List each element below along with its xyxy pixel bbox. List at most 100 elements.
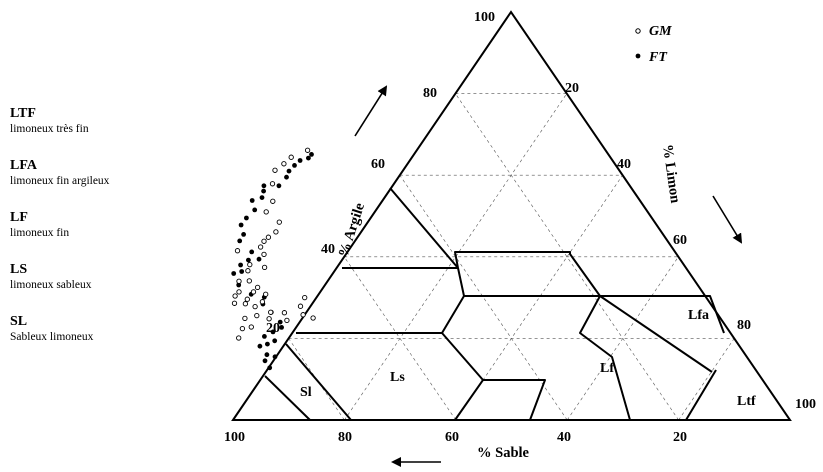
gm-sample-point: [231, 300, 238, 306]
gm-sample-point: [288, 154, 294, 160]
texture-class-legend: LTF limoneux très fin LFA limoneux fin a…: [10, 106, 210, 366]
ft-sample-point: [261, 183, 267, 189]
gm-sample-point: [239, 325, 246, 332]
ft-sample-point: [277, 319, 283, 325]
gm-sample-point: [302, 294, 308, 301]
gm-sample-point: [247, 261, 253, 268]
gm-sample-point: [281, 310, 288, 316]
ft-sample-point: [237, 238, 243, 244]
gm-sample-point: [245, 268, 251, 274]
legend-description: limoneux sableux: [10, 279, 92, 291]
ft-sample-point: [252, 207, 258, 213]
gm-sample-point: [248, 324, 254, 330]
gm-sample-point: [270, 198, 276, 204]
sample-points: [231, 147, 316, 371]
ft-sample-point: [306, 155, 311, 161]
gm-sample-point: [310, 315, 316, 321]
ft-sample-point: [292, 163, 297, 168]
ft-sample-point: [249, 249, 255, 255]
ft-sample-point: [264, 352, 270, 358]
silt-tick-60: 60: [673, 233, 687, 248]
clay-direction-arrow: [354, 85, 388, 137]
ft-sample-point: [297, 158, 303, 163]
zone-labels: Sl Ls Lf Lfa Ltf: [300, 308, 756, 409]
gm-sample-point: [261, 238, 267, 244]
ft-sample-point: [262, 334, 267, 339]
gm-sample-point: [263, 209, 269, 215]
gm-sample-point: [273, 229, 279, 235]
gm-sample-point: [266, 316, 272, 322]
gm-sample-point: [276, 219, 282, 225]
gm-sample-point: [281, 161, 287, 167]
gridline: [678, 338, 735, 421]
ft-sample-point: [272, 354, 278, 360]
sand-tick-20: 20: [673, 430, 687, 445]
ft-sample-point: [265, 341, 270, 347]
ft-sample-point: [279, 325, 284, 330]
zone-label-lfa: Lfa: [688, 308, 709, 323]
boundary: [579, 295, 631, 421]
clay-tick-40: 40: [321, 242, 335, 257]
ft-sample-point: [267, 365, 273, 371]
zone-label-ls: Ls: [390, 370, 405, 385]
gm-sample-point: [269, 181, 276, 187]
legend-description: Sableux limoneux: [10, 331, 94, 343]
silt-direction-arrow: [712, 195, 743, 244]
boundary: [285, 343, 352, 421]
ft-sample-point: [262, 358, 268, 364]
gm-sample-point: [261, 251, 267, 258]
gm-sample-point: [304, 147, 311, 153]
gm-sample-point: [284, 317, 290, 324]
gm-sample-point: [254, 284, 261, 291]
boundary: [685, 369, 717, 421]
legend-description: limoneux très fin: [10, 123, 89, 135]
zone-label-ltf: Ltf: [737, 394, 756, 409]
ft-sample-point: [272, 338, 278, 344]
sand-tick-60: 60: [445, 430, 459, 445]
legend-code: LTF: [10, 106, 36, 121]
legend-item-sl: SL Sableux limoneux: [10, 314, 210, 366]
silt-tick-80: 80: [737, 318, 751, 333]
clay-tick-80: 80: [423, 86, 437, 101]
boundary: [389, 187, 601, 297]
gm-sample-point: [244, 296, 250, 302]
gridlines: [288, 93, 735, 421]
gm-sample-point: [236, 335, 242, 341]
sand-tick-40: 40: [557, 430, 571, 445]
gm-sample-point: [272, 167, 278, 173]
ft-sample-point: [246, 257, 251, 263]
ft-sample-point: [231, 271, 237, 276]
ft-sample-point: [256, 256, 262, 262]
ft-sample-point: [270, 329, 276, 335]
gm-sample-point: [263, 291, 269, 297]
zone-label-lf: Lf: [600, 361, 614, 376]
boundary: [441, 332, 484, 421]
ft-sample-point: [309, 152, 314, 157]
gm-sample-point: [234, 248, 241, 254]
silt-axis: 20 40 60 80 100 % Limon: [565, 81, 816, 412]
legend-code: LS: [10, 262, 28, 277]
ft-sample-point: [249, 198, 255, 203]
ft-sample-point: [238, 262, 244, 268]
gm-sample-point: [242, 315, 248, 322]
gm-sample-point: [268, 309, 274, 315]
gm-sample-point: [252, 303, 258, 310]
clay-tick-20: 20: [266, 321, 280, 336]
legend-item-ltf: LTF limoneux très fin: [10, 106, 210, 158]
gm-marker-swatch: [635, 28, 641, 34]
silt-tick-20: 20: [565, 81, 579, 96]
gm-sample-point: [236, 289, 242, 295]
ft-sample-point: [259, 195, 265, 201]
legend-item-lfa: LFA limoneux fin argileux: [10, 158, 210, 210]
ft-sample-point: [244, 215, 249, 221]
boundary: [483, 379, 546, 421]
gm-sample-point: [236, 278, 242, 284]
sand-axis: 100 80 60 40 20 % Sable: [224, 430, 687, 467]
gm-sample-point: [254, 312, 260, 319]
sand-axis-title: % Sable: [477, 445, 530, 461]
clay-axis: 100 80 60 40 20 % Argile: [266, 10, 495, 336]
zone-label-sl: Sl: [300, 385, 312, 400]
clay-tick-60: 60: [371, 157, 385, 172]
gm-sample-point: [300, 312, 306, 318]
